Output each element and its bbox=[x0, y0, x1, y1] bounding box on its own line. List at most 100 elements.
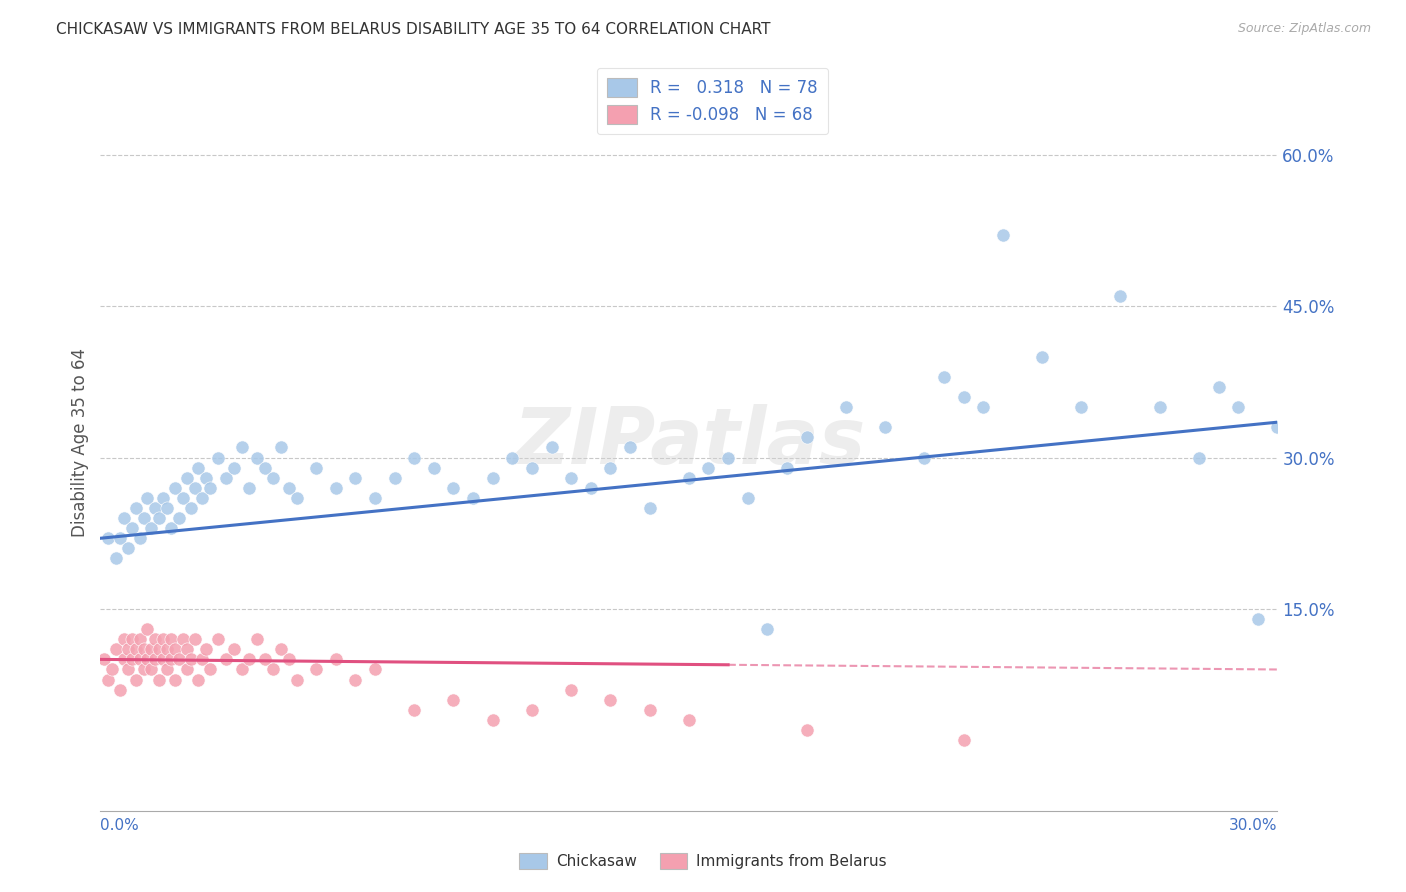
Point bbox=[112, 511, 135, 525]
Point bbox=[132, 511, 155, 525]
Point bbox=[1267, 420, 1289, 434]
Point bbox=[105, 551, 128, 566]
Point bbox=[143, 500, 166, 515]
Point bbox=[176, 642, 198, 657]
Point bbox=[163, 642, 186, 657]
Point bbox=[972, 400, 994, 414]
Point bbox=[270, 441, 292, 455]
Text: CHICKASAW VS IMMIGRANTS FROM BELARUS DISABILITY AGE 35 TO 64 CORRELATION CHART: CHICKASAW VS IMMIGRANTS FROM BELARUS DIS… bbox=[56, 22, 770, 37]
Y-axis label: Disability Age 35 to 64: Disability Age 35 to 64 bbox=[72, 348, 89, 537]
Point bbox=[697, 460, 720, 475]
Point bbox=[101, 663, 124, 677]
Point bbox=[481, 713, 503, 727]
Point bbox=[136, 622, 159, 636]
Point bbox=[117, 541, 139, 556]
Point bbox=[520, 703, 543, 717]
Point bbox=[1109, 289, 1132, 303]
Point bbox=[277, 652, 299, 666]
Point bbox=[176, 471, 198, 485]
Point bbox=[737, 491, 759, 505]
Point bbox=[195, 471, 218, 485]
Point bbox=[108, 531, 131, 545]
Point bbox=[141, 642, 163, 657]
Point bbox=[143, 652, 166, 666]
Point bbox=[344, 471, 367, 485]
Point bbox=[141, 521, 163, 535]
Point bbox=[756, 622, 779, 636]
Point bbox=[156, 500, 179, 515]
Point bbox=[520, 460, 543, 475]
Point bbox=[560, 471, 582, 485]
Point bbox=[599, 460, 621, 475]
Point bbox=[128, 531, 150, 545]
Point bbox=[117, 642, 139, 657]
Point bbox=[384, 471, 406, 485]
Point bbox=[148, 642, 170, 657]
Point bbox=[124, 642, 146, 657]
Point bbox=[599, 693, 621, 707]
Point bbox=[180, 652, 202, 666]
Point bbox=[254, 652, 277, 666]
Point bbox=[678, 471, 700, 485]
Point bbox=[97, 673, 120, 687]
Point bbox=[141, 663, 163, 677]
Point bbox=[148, 673, 170, 687]
Point bbox=[305, 460, 328, 475]
Point bbox=[579, 481, 602, 495]
Point bbox=[112, 632, 135, 647]
Point bbox=[270, 642, 292, 657]
Point bbox=[364, 663, 387, 677]
Point bbox=[172, 632, 194, 647]
Point bbox=[215, 471, 238, 485]
Point bbox=[796, 430, 818, 444]
Point bbox=[156, 663, 179, 677]
Point bbox=[187, 673, 209, 687]
Point bbox=[121, 521, 143, 535]
Point bbox=[136, 491, 159, 505]
Point bbox=[191, 491, 214, 505]
Point bbox=[246, 450, 269, 465]
Point bbox=[108, 682, 131, 697]
Point bbox=[136, 652, 159, 666]
Point bbox=[262, 663, 284, 677]
Point bbox=[443, 693, 465, 707]
Point bbox=[932, 369, 955, 384]
Point bbox=[187, 460, 209, 475]
Point bbox=[152, 491, 174, 505]
Point bbox=[176, 663, 198, 677]
Point bbox=[207, 632, 229, 647]
Text: 30.0%: 30.0% bbox=[1229, 818, 1278, 833]
Point bbox=[222, 460, 245, 475]
Point bbox=[132, 642, 155, 657]
Point bbox=[183, 481, 205, 495]
Point bbox=[128, 632, 150, 647]
Point bbox=[167, 511, 190, 525]
Text: Source: ZipAtlas.com: Source: ZipAtlas.com bbox=[1237, 22, 1371, 36]
Point bbox=[156, 642, 179, 657]
Point bbox=[124, 500, 146, 515]
Point bbox=[172, 491, 194, 505]
Point bbox=[160, 521, 183, 535]
Point bbox=[776, 460, 799, 475]
Point bbox=[231, 663, 253, 677]
Point bbox=[200, 481, 222, 495]
Point bbox=[246, 632, 269, 647]
Point bbox=[461, 491, 484, 505]
Point bbox=[183, 632, 205, 647]
Point bbox=[163, 673, 186, 687]
Point bbox=[285, 673, 308, 687]
Point bbox=[97, 531, 120, 545]
Point bbox=[404, 703, 426, 717]
Point bbox=[238, 481, 260, 495]
Point bbox=[619, 441, 641, 455]
Point bbox=[364, 491, 387, 505]
Point bbox=[344, 673, 367, 687]
Point bbox=[160, 632, 183, 647]
Point bbox=[678, 713, 700, 727]
Point bbox=[152, 632, 174, 647]
Point bbox=[215, 652, 238, 666]
Point bbox=[152, 652, 174, 666]
Point bbox=[105, 642, 128, 657]
Point bbox=[112, 652, 135, 666]
Point bbox=[195, 642, 218, 657]
